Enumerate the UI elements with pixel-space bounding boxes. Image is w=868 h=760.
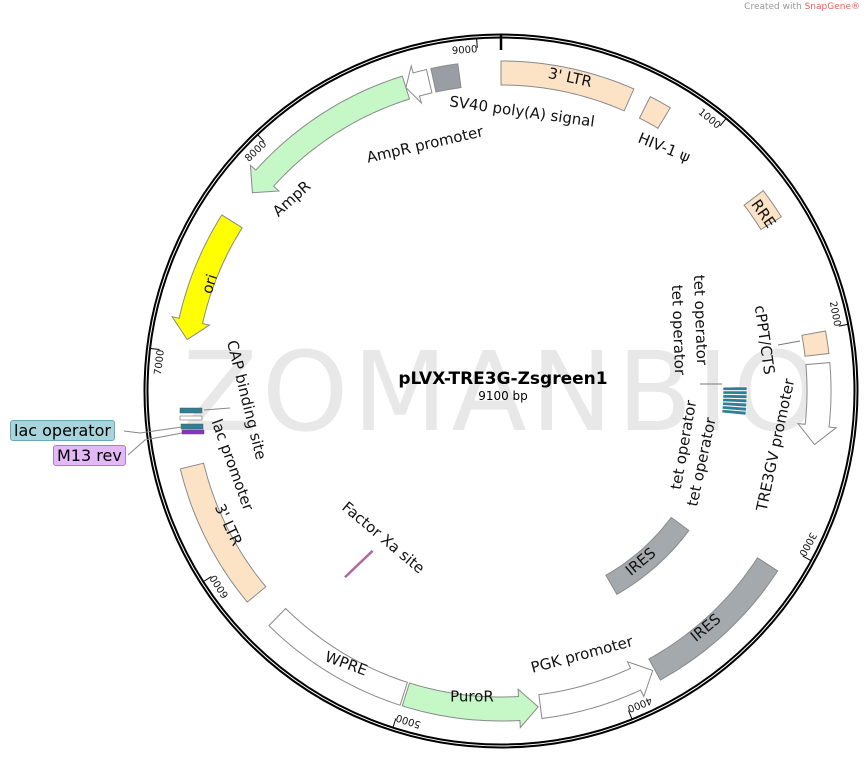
lac-operator-leader <box>123 426 183 434</box>
label-ori: ori <box>198 272 221 296</box>
tick-mark <box>802 555 811 561</box>
m13-rev-callout[interactable]: M13 rev <box>53 445 126 466</box>
tick-label: 2000 <box>827 300 843 327</box>
tick-mark <box>203 576 212 582</box>
feature-wpre[interactable] <box>268 607 409 706</box>
cap-binding-site-mark[interactable] <box>179 407 203 414</box>
feature-pgk-promoter[interactable] <box>538 660 654 720</box>
label-hiv-1-psi: HIV-1 ψ <box>635 129 693 166</box>
tick-label: 7000 <box>153 349 167 376</box>
label-tet-operator-2: tet operator <box>690 275 711 367</box>
m13-rev-leader <box>127 432 183 456</box>
feature-tre3gv-promoter[interactable] <box>796 362 838 446</box>
label-pgk-promoter: PGK promoter <box>529 632 636 677</box>
feature-cppt-cts[interactable] <box>801 330 830 357</box>
tet-operator-mark[interactable] <box>722 386 748 391</box>
feature-ori[interactable] <box>170 214 243 341</box>
feature-sv40-poly-a-signal[interactable] <box>430 63 462 93</box>
feature-3-ltr[interactable] <box>179 462 267 603</box>
tick-mark <box>628 710 633 720</box>
tick-mark <box>392 718 397 728</box>
tet-operator-mark[interactable] <box>722 397 748 404</box>
credit-brand: SnapGene® <box>804 2 860 12</box>
feature-rre[interactable] <box>743 189 782 231</box>
label-puror: PuroR <box>450 688 494 706</box>
credit-prefix: Created with <box>744 2 805 12</box>
feature-puror[interactable] <box>401 682 539 729</box>
features <box>123 60 838 729</box>
feature-3-ltr[interactable] <box>500 60 635 112</box>
feature-ires[interactable] <box>605 516 690 595</box>
tick-label: 9000 <box>452 44 478 57</box>
lac-operator-callout[interactable]: lac operator <box>10 420 115 441</box>
lac-operator-mark[interactable] <box>180 423 204 430</box>
plasmid-length: 9100 bp <box>478 389 528 403</box>
tick-label: 5000 <box>395 711 423 729</box>
tet-operator-mark[interactable] <box>721 409 747 416</box>
lac-operator-label: lac operator <box>14 421 111 440</box>
feature-ires[interactable] <box>648 557 779 681</box>
backbone-ring <box>143 33 859 749</box>
tet-operator-mark[interactable] <box>722 390 748 395</box>
tick-label: 1000 <box>696 107 723 132</box>
tet-operator-mark[interactable] <box>722 394 748 399</box>
cap-leader <box>203 407 231 411</box>
lac-promoter-mark[interactable] <box>179 415 203 421</box>
label-tet-operator-1: tet operator <box>668 285 689 377</box>
tet-operator-mark[interactable] <box>722 405 748 412</box>
cppt-leader <box>777 340 801 346</box>
watermark: ZOMANBIO <box>183 328 824 456</box>
tet-operator-mark[interactable] <box>722 401 747 408</box>
feature-ampr-promoter[interactable] <box>405 64 433 105</box>
feature-factor-xa-site[interactable] <box>344 549 374 579</box>
plasmid-name: pLVX-TRE3G-Zsgreen1 <box>398 369 607 389</box>
tick-mark <box>257 134 265 142</box>
tick-mark <box>150 347 160 351</box>
feature-ampr[interactable] <box>249 75 411 194</box>
m13-rev-label: M13 rev <box>57 446 122 465</box>
label-ampr-promoter: AmpR promoter <box>365 122 486 167</box>
feature-hiv-1[interactable] <box>638 96 671 129</box>
tick-mark <box>838 323 848 327</box>
snapgene-credit: Created with SnapGene® <box>744 2 860 12</box>
tick-mark <box>719 118 727 127</box>
label-factor-xa-site: Factor Xa site <box>338 498 428 577</box>
tick-mark <box>476 38 478 48</box>
m13-rev-mark[interactable] <box>181 429 205 435</box>
